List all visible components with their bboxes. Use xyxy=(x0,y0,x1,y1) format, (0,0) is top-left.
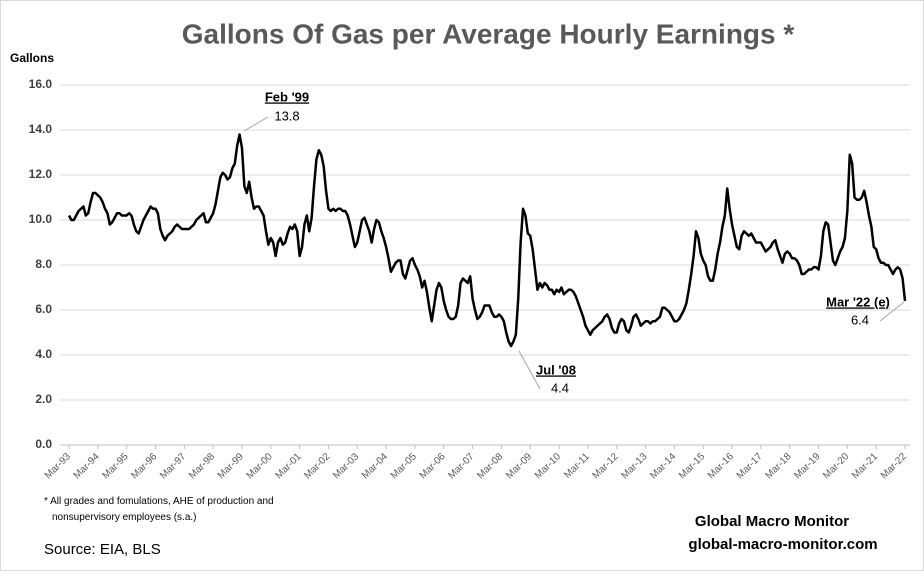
website: global-macro-monitor.com xyxy=(688,536,877,553)
y-tick-label: 8.0 xyxy=(35,257,52,271)
annotation-value: 6.4 xyxy=(851,312,869,327)
annotation-value: 13.8 xyxy=(274,108,299,123)
y-tick-label: 4.0 xyxy=(35,347,52,361)
footnote: * All grades and fomulations, AHE of pro… xyxy=(44,496,274,523)
annotation-leader xyxy=(243,116,269,132)
source: Source: EIA, BLS xyxy=(44,541,161,558)
y-tick-label: 6.0 xyxy=(35,302,52,316)
y-tick-label: 16.0 xyxy=(29,77,53,91)
brand: Global Macro Monitor xyxy=(695,513,849,530)
y-axis-label: Gallons xyxy=(10,51,54,65)
y-tick-label: 10.0 xyxy=(29,212,53,226)
annotation-label: Feb '99 xyxy=(265,89,309,104)
annotation-label: Mar '22 (e) xyxy=(826,294,890,309)
y-tick-label: 0.0 xyxy=(35,437,52,451)
y-tick-label: 2.0 xyxy=(35,392,52,406)
chart-title: Gallons Of Gas per Average Hourly Earnin… xyxy=(182,18,795,49)
y-tick-label: 14.0 xyxy=(29,122,53,136)
data-line xyxy=(67,133,907,348)
annotation-leader xyxy=(518,350,541,390)
annotation-leader xyxy=(879,301,905,322)
y-tick-label: 12.0 xyxy=(29,167,53,181)
annotation-label: Jul '08 xyxy=(536,362,576,377)
annotation-value: 4.4 xyxy=(551,380,569,395)
